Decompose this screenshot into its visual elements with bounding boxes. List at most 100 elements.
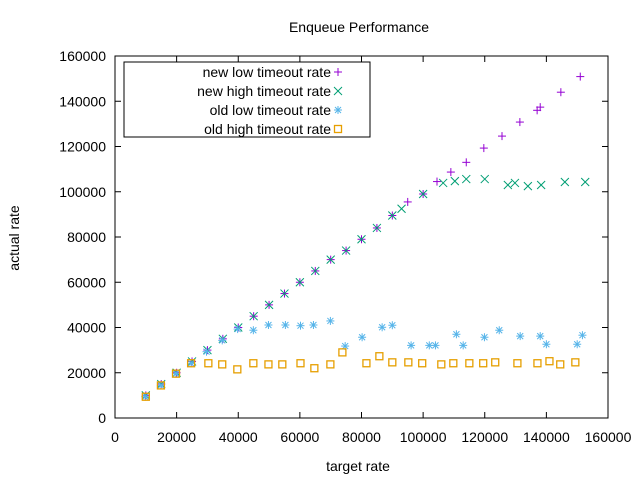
data-point — [542, 340, 551, 349]
data-point — [358, 333, 367, 342]
data-point — [438, 178, 448, 188]
data-point — [407, 341, 416, 350]
data-point — [576, 72, 585, 81]
series-new-high-timeout-rate — [141, 174, 590, 400]
data-point — [378, 323, 387, 332]
y-tick-label: 140000 — [59, 93, 106, 109]
x-tick-label: 100000 — [400, 429, 447, 445]
legend-label: new high timeout rate — [197, 83, 331, 99]
data-point — [503, 180, 513, 190]
data-point — [465, 359, 474, 368]
legend-marker-star-icon — [334, 106, 342, 114]
data-point — [310, 266, 320, 276]
data-point — [452, 330, 461, 339]
x-axis-label: target rate — [326, 458, 390, 474]
data-point — [578, 331, 587, 340]
data-point — [357, 234, 366, 244]
y-tick-label: 160000 — [59, 48, 106, 64]
x-tick-label: 40000 — [219, 429, 258, 445]
data-point — [516, 332, 525, 341]
data-point — [187, 359, 196, 368]
data-point — [362, 359, 371, 368]
data-point — [341, 342, 350, 351]
y-tick-label: 40000 — [67, 320, 106, 336]
data-point — [462, 158, 471, 167]
data-point — [295, 277, 305, 287]
data-point — [218, 336, 227, 345]
x-tick-label: 160000 — [585, 429, 632, 445]
data-point — [479, 359, 488, 368]
data-point — [141, 392, 150, 401]
data-point — [172, 369, 181, 378]
data-point — [432, 177, 441, 186]
data-point — [264, 300, 274, 310]
y-tick-label: 80000 — [67, 229, 106, 245]
legend-marker-square-icon — [333, 124, 343, 134]
data-point — [461, 174, 471, 184]
chart-title: Enqueue Performance — [289, 19, 429, 35]
data-point — [491, 358, 500, 367]
data-point — [523, 181, 533, 191]
data-point — [171, 369, 181, 378]
data-point — [372, 223, 382, 233]
data-point — [418, 359, 427, 368]
data-point — [218, 334, 228, 344]
data-point — [388, 321, 397, 330]
data-point — [536, 332, 545, 341]
x-tick-label: 120000 — [461, 429, 508, 445]
data-point — [278, 360, 287, 369]
data-point — [326, 360, 335, 369]
data-point — [560, 177, 570, 187]
data-point — [156, 381, 166, 390]
data-point — [418, 189, 428, 199]
data-point — [459, 341, 468, 350]
data-point — [446, 168, 455, 177]
data-point — [580, 177, 590, 187]
data-point — [479, 144, 488, 153]
data-point — [249, 326, 258, 335]
x-tick-label: 0 — [111, 429, 119, 445]
data-point — [249, 311, 259, 321]
data-point — [495, 326, 504, 335]
y-tick-label: 60000 — [67, 274, 106, 290]
data-point — [281, 321, 290, 330]
data-point — [309, 321, 318, 330]
data-point — [249, 359, 258, 368]
data-point — [449, 359, 458, 368]
data-point — [571, 358, 580, 367]
data-point — [341, 246, 351, 255]
data-point — [233, 325, 242, 334]
data-point — [233, 323, 243, 332]
y-tick-label: 20000 — [67, 365, 106, 381]
legend-marker-plus-icon — [334, 68, 342, 76]
data-point — [556, 360, 565, 369]
data-point — [536, 180, 546, 190]
data-point — [186, 359, 196, 368]
data-point — [387, 211, 397, 220]
legend-label: old low timeout rate — [210, 102, 332, 118]
y-tick-label: 0 — [98, 410, 106, 426]
x-tick-label: 140000 — [523, 429, 570, 445]
y-axis-label: actual rate — [6, 205, 22, 271]
series-old-low-timeout-rate — [141, 316, 587, 401]
data-point — [202, 347, 211, 356]
x-tick-label: 60000 — [280, 429, 319, 445]
data-point — [480, 174, 490, 184]
data-point — [556, 88, 565, 97]
series-old-high-timeout-rate — [141, 348, 580, 401]
legend-label: new low timeout rate — [203, 64, 332, 80]
data-point — [156, 381, 165, 390]
data-point — [450, 176, 460, 186]
data-point — [533, 359, 542, 368]
data-point — [403, 197, 412, 206]
data-point — [404, 358, 413, 367]
data-point — [515, 118, 524, 127]
data-point — [310, 364, 319, 373]
data-point — [498, 132, 507, 141]
data-point — [545, 357, 554, 366]
data-point — [431, 341, 440, 350]
x-tick-label: 80000 — [342, 429, 381, 445]
legend-label: old high timeout rate — [204, 121, 331, 137]
data-point — [204, 359, 213, 368]
